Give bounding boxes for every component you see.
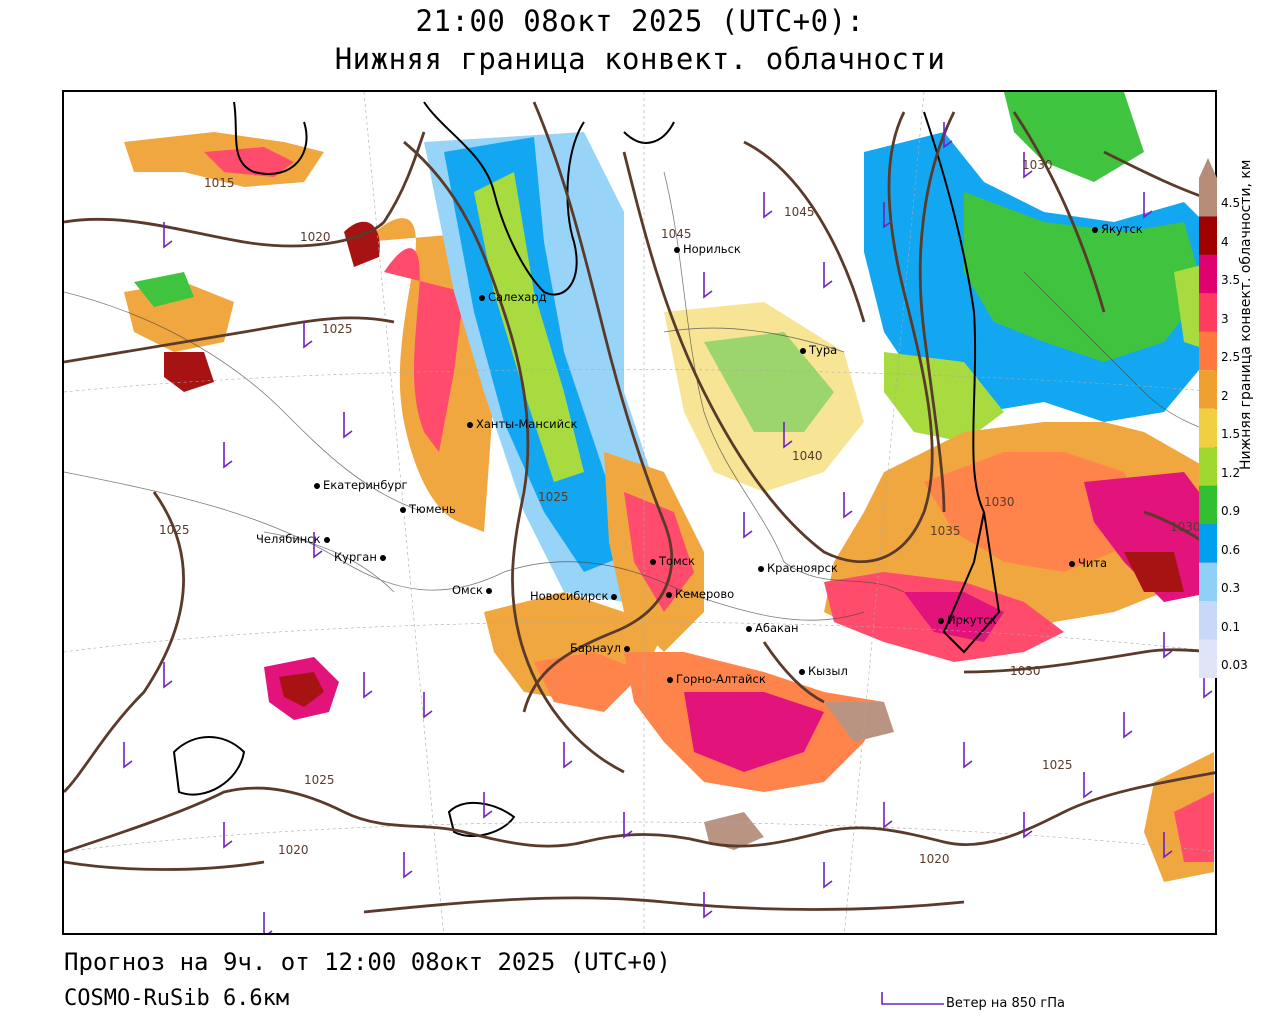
city-dot-icon <box>746 625 752 632</box>
isobar-label: 1015 <box>204 176 235 190</box>
colorbar-tick-label: 0.6 <box>1221 542 1241 557</box>
city-krasnoyarsk: Красноярск <box>758 561 838 575</box>
isobar-label: 1030 <box>984 495 1015 509</box>
map-subtitle: Нижняя граница конвект. облачности <box>334 42 946 76</box>
city-khanty-mansiysk: Ханты-Мансийск <box>467 417 577 431</box>
city-tyumen: Тюмень <box>400 502 456 516</box>
colorbar-segment <box>1199 370 1217 409</box>
colorbar-tick-label: 0.9 <box>1221 504 1241 519</box>
isobar-label: 1025 <box>159 523 190 537</box>
colorbar-segment <box>1199 408 1217 448</box>
city-dot-icon <box>800 347 806 354</box>
isobar-label: 1030 <box>1170 520 1201 534</box>
isobar-label: 1025 <box>538 490 569 504</box>
city-dot-icon <box>667 676 673 683</box>
colorbar-segment <box>1199 447 1217 486</box>
colorbar-segment <box>1199 293 1217 332</box>
isobar-label: 1045 <box>661 227 692 241</box>
city-yekaterinburg: Екатеринбург <box>314 478 408 492</box>
city-dot-icon <box>650 558 656 565</box>
colorbar-tick-label: 4 <box>1221 234 1229 249</box>
city-chita: Чита <box>1069 556 1107 570</box>
isobar-label: 1025 <box>322 322 353 336</box>
city-barnaul: Барнаул <box>570 641 633 655</box>
city-dot-icon <box>938 617 944 624</box>
colorbar-tick-label: 1.5 <box>1221 427 1241 442</box>
colorbar-tick-label: 0.1 <box>1221 619 1241 634</box>
wind-legend-label: Ветер на 850 гПа <box>946 996 1065 1011</box>
forecast-info: Прогноз на 9ч. от 12:00 08окт 2025 (UTC+… <box>64 948 671 976</box>
city-dot-icon <box>799 668 805 675</box>
colorbar-tick-label: 3 <box>1221 311 1229 326</box>
wind-barbs <box>123 122 1213 933</box>
colorbar-segment <box>1199 639 1217 678</box>
city-dot-icon <box>314 482 320 489</box>
colorbar-segment <box>1199 254 1217 294</box>
colorbar-tick-label: 1.2 <box>1221 465 1241 480</box>
colorbar <box>1199 158 1217 678</box>
city-dot-icon <box>400 506 406 513</box>
colorbar-segment <box>1199 178 1217 217</box>
city-dot-icon <box>486 587 492 594</box>
city-kurgan: Курган <box>334 550 389 564</box>
isobar-label: 1035 <box>930 524 961 538</box>
coastlines <box>172 101 1001 837</box>
wind-legend-icon <box>881 992 944 1005</box>
city-dot-icon <box>666 591 672 598</box>
isobar-label: 1040 <box>792 449 823 463</box>
model-info: COSMO-RuSib 6.6км <box>64 986 290 1011</box>
city-yakutsk: Якутск <box>1092 222 1143 236</box>
isobar-label: 1025 <box>1042 758 1073 772</box>
city-irkutsk: Иркутск <box>938 613 997 627</box>
city-chelyabinsk: Челябинск <box>256 532 333 546</box>
city-tomsk: Томск <box>650 554 695 568</box>
city-gorno-altaysk: Горно-Алтайск <box>667 672 766 686</box>
map-title: 21:00 08окт 2025 (UTC+0): <box>415 4 865 38</box>
city-kemerovo: Кемерово <box>666 587 734 601</box>
city-dot-icon <box>1069 560 1075 567</box>
colorbar-title: Нижняя граница конвект. облачности, км <box>1238 159 1254 470</box>
region-borders <box>64 171 1215 621</box>
city-dot-icon <box>379 554 386 561</box>
colorbar-segment <box>1199 601 1217 640</box>
city-dot-icon <box>758 565 764 572</box>
city-kyzyl: Кызыл <box>799 664 848 678</box>
city-dot-icon <box>611 593 618 600</box>
colorbar-segment <box>1199 331 1217 371</box>
colorbar-segment <box>1199 524 1217 563</box>
city-dot-icon <box>674 246 680 253</box>
city-dot-icon <box>623 645 630 652</box>
city-abakan: Абакан <box>746 621 799 635</box>
isobar-label: 1020 <box>300 230 331 244</box>
colorbar-tick-label: 0.03 <box>1221 658 1248 672</box>
isobar-label: 1030 <box>1022 158 1053 172</box>
isobar-label: 1025 <box>304 773 335 787</box>
isobar-label: 1045 <box>784 205 815 219</box>
city-dot-icon <box>479 294 485 301</box>
cloud-base-field <box>124 92 1214 882</box>
colorbar-tick-label: 0.3 <box>1221 581 1241 596</box>
colorbar-tick-label: 2 <box>1221 388 1229 403</box>
isobar-label: 1020 <box>919 852 950 866</box>
isobar-label: 1020 <box>278 843 309 857</box>
city-omsk: Омск <box>452 583 495 597</box>
isobar-label: 1030 <box>1010 664 1041 678</box>
colorbar-segment <box>1199 216 1217 255</box>
city-tura: Тура <box>800 343 837 357</box>
colorbar-tick-label: 2.5 <box>1221 350 1241 365</box>
weather-map[interactable]: Норильск Якутск Салехард Тура Ханты-Манс… <box>62 90 1217 935</box>
city-dot-icon <box>467 421 473 428</box>
map-canvas <box>64 92 1215 933</box>
colorbar-segment <box>1199 562 1217 602</box>
colorbar-tick-label: 3.5 <box>1221 273 1241 288</box>
colorbar-segment <box>1199 485 1217 525</box>
city-salekhard: Салехард <box>479 290 547 304</box>
city-dot-icon <box>1092 226 1098 233</box>
city-norilsk: Норильск <box>674 242 741 256</box>
isobars <box>64 101 1215 914</box>
colorbar-tick-label: 4.5 <box>1221 196 1241 211</box>
city-dot-icon <box>323 536 330 543</box>
city-novosibirsk: Новосибирск <box>530 589 620 603</box>
